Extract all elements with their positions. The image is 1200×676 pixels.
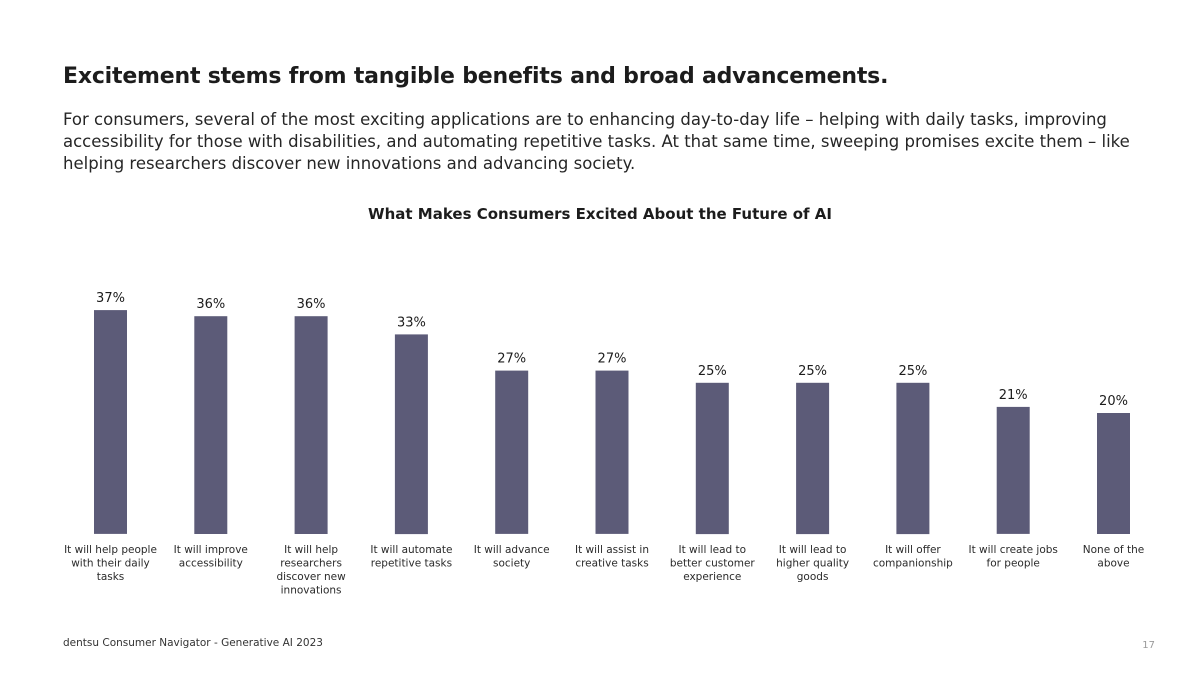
data-label-10: 21%	[999, 388, 1028, 403]
bar-6	[595, 370, 629, 534]
bar-11	[1097, 413, 1130, 534]
bar-2	[194, 316, 228, 534]
category-label-7: It will lead to better customer experience	[670, 544, 756, 583]
page-subtext: For consumers, several of the most excit…	[63, 110, 1130, 173]
data-label-2: 36%	[196, 297, 225, 312]
category-label-9: It will offer companionship	[873, 544, 953, 570]
page-headline: Excitement stems from tangible benefits …	[63, 64, 889, 89]
data-label-6: 27%	[598, 352, 627, 367]
data-label-3: 36%	[297, 297, 326, 312]
chart-title: What Makes Consumers Excited About the F…	[368, 205, 832, 223]
bar-9	[896, 382, 930, 535]
bar-10	[996, 406, 1030, 534]
bar-5	[495, 370, 529, 534]
category-label-3: It will help researchers discover new innov…	[276, 544, 346, 597]
page-number: 17	[1142, 640, 1155, 651]
data-label-1: 37%	[96, 291, 125, 306]
data-label-4: 33%	[397, 315, 426, 330]
category-label-11: None of the above	[1083, 544, 1144, 570]
bar-7	[695, 382, 729, 535]
category-label-1: It will help people with their daily tasks	[64, 544, 157, 583]
data-label-9: 25%	[898, 364, 927, 379]
data-label-7: 25%	[698, 364, 727, 379]
category-label-5: It will advance society	[474, 544, 550, 570]
category-label-2: It will improve accessibility	[174, 544, 248, 570]
footer-source: dentsu Consumer Navigator - Generative A…	[63, 637, 323, 649]
data-label-8: 25%	[798, 364, 827, 379]
bar-4	[394, 334, 428, 535]
data-label-11: 20%	[1099, 394, 1128, 409]
category-label-8: It will lead to higher quality goods	[776, 544, 849, 583]
bar-8	[796, 382, 830, 535]
bar-1	[94, 310, 127, 534]
category-label-10: It will create jobs for people	[969, 544, 1058, 570]
bar-3	[294, 316, 328, 534]
category-label-6: It will assist in creative tasks	[575, 544, 649, 570]
data-label-5: 27%	[497, 352, 526, 367]
category-label-4: It will automate repetitive tasks	[370, 544, 452, 570]
